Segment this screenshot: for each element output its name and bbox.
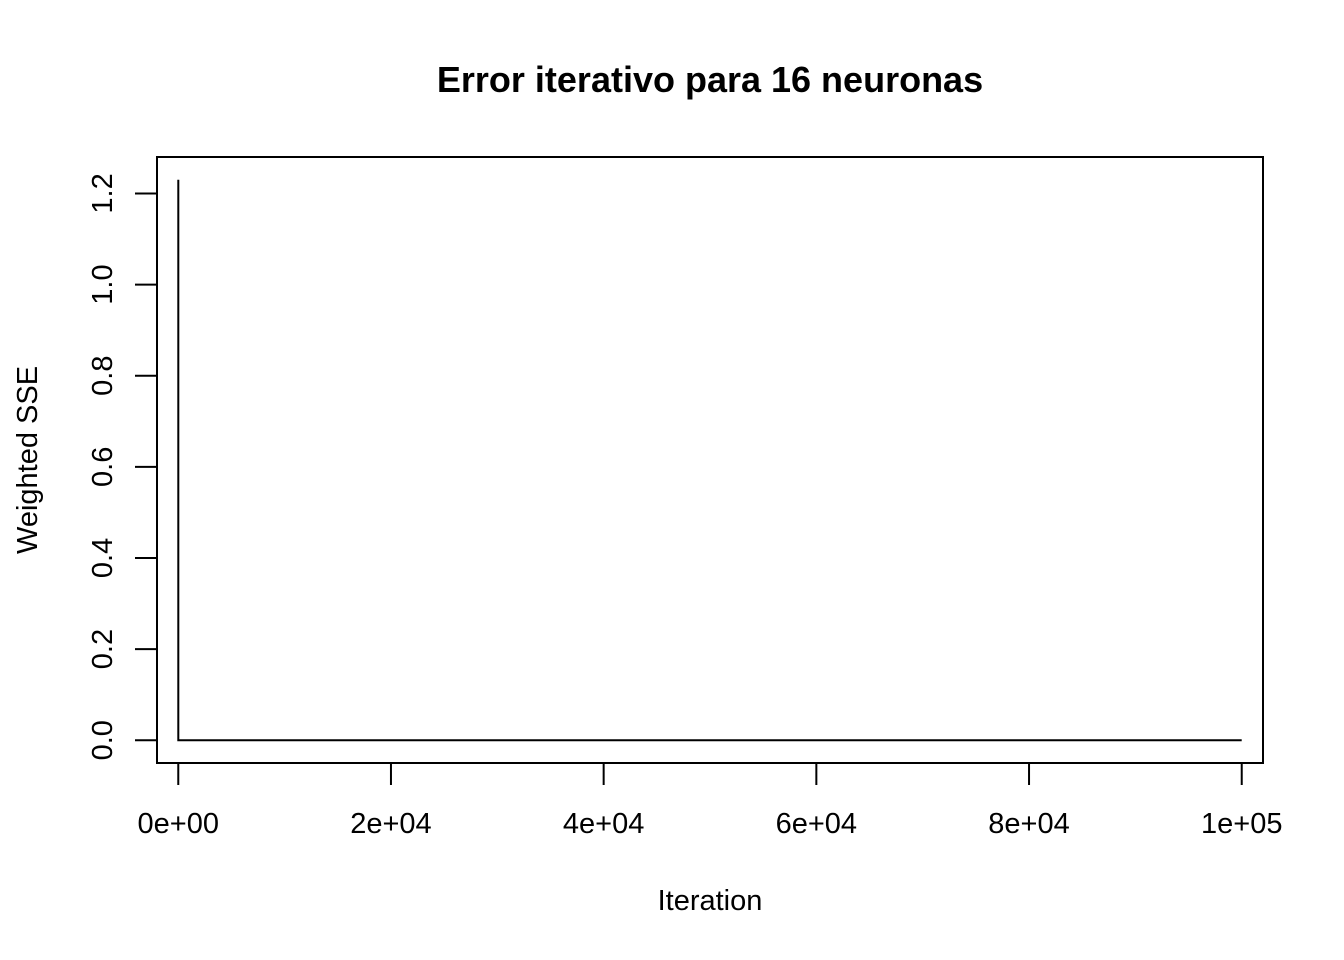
y-tick-label: 0.0	[87, 720, 119, 760]
y-tick-label: 0.8	[87, 356, 119, 396]
y-axis-label: Weighted SSE	[12, 366, 44, 554]
x-axis: 0e+00 2e+04 4e+04 6e+04 8e+04 1e+05	[138, 762, 1282, 840]
plot-frame	[156, 156, 1264, 764]
y-tick-label: 0.6	[87, 447, 119, 487]
series-line	[177, 179, 1242, 742]
x-tick-label: 4e+04	[563, 808, 644, 840]
x-tick-label: 8e+04	[988, 808, 1069, 840]
y-tick-label: 1.2	[87, 173, 119, 213]
x-tick-label: 6e+04	[776, 808, 857, 840]
x-tick-label: 1e+05	[1201, 808, 1282, 840]
x-axis-label: Iteration	[658, 885, 763, 917]
series-group	[177, 179, 1242, 742]
y-tick-label: 0.4	[87, 538, 119, 578]
chart-title: Error iterativo para 16 neuronas	[437, 59, 983, 100]
y-tick-label: 1.0	[87, 264, 119, 304]
y-axis: 0.0 0.2 0.4 0.6 0.8 1.0 1.2	[87, 173, 158, 760]
y-tick-label: 0.2	[87, 629, 119, 669]
x-tick-label: 0e+00	[138, 808, 219, 840]
x-tick-label: 2e+04	[350, 808, 431, 840]
